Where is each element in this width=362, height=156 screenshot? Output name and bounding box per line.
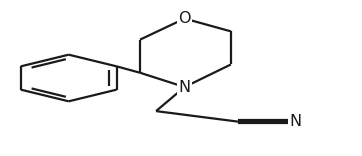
Text: N: N bbox=[290, 114, 302, 129]
Text: N: N bbox=[178, 80, 191, 95]
Text: O: O bbox=[178, 11, 191, 26]
